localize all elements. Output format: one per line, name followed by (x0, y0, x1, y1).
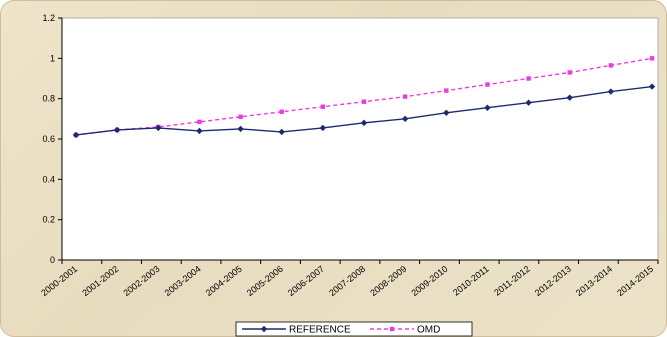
y-tick-label: 0.8 (42, 94, 55, 104)
y-tick-label: 0.6 (42, 134, 55, 144)
x-tick-label: 2006-2007 (286, 264, 326, 298)
x-tick-label: 2000-2001 (39, 264, 79, 298)
y-axis: 0 0.2 0.4 0.6 0.8 1 1.2 (42, 13, 63, 265)
data-point (607, 88, 615, 95)
data-point (361, 99, 367, 104)
x-tick-label: 2007-2008 (327, 264, 367, 298)
y-tick-label: 0.4 (42, 174, 55, 184)
data-point (567, 70, 572, 75)
data-point (526, 76, 531, 81)
data-point (566, 94, 573, 101)
x-tick-label: 2012-2013 (533, 264, 573, 298)
y-tick-label: 0.2 (42, 215, 55, 225)
legend-item-omd: OMD (370, 325, 440, 336)
data-point (444, 88, 449, 93)
legend-marker (260, 325, 268, 333)
legend-marker (389, 326, 395, 332)
data-point (649, 56, 655, 61)
data-point (197, 119, 202, 125)
x-tick-label: 2013-2014 (574, 264, 614, 298)
legend: REFERENCE OMD (235, 321, 473, 337)
x-tick-label: 2001-2002 (80, 264, 120, 298)
data-point (401, 115, 409, 123)
data-point (237, 125, 244, 133)
data-point (279, 109, 284, 114)
x-tick-label: 2009-2010 (409, 264, 449, 298)
legend-label: OMD (417, 325, 440, 336)
data-point (238, 114, 243, 120)
x-tick-label: 2008-2009 (368, 264, 408, 298)
y-tick-label: 0 (50, 255, 55, 265)
y-tick-label: 1.2 (42, 13, 55, 23)
x-tick-label: 2011-2012 (492, 264, 532, 298)
plot-area (61, 17, 659, 261)
x-tick-label: 2004-2005 (204, 264, 244, 298)
data-point (484, 104, 491, 111)
data-point (360, 119, 368, 127)
x-tick-label: 2003-2004 (163, 264, 203, 298)
x-tick-label: 2002-2003 (121, 264, 161, 298)
x-tick-label: 2014-2015 (615, 264, 655, 298)
data-point (72, 131, 80, 139)
data-point (278, 128, 285, 136)
data-point (608, 63, 614, 68)
y-tick-label: 1 (50, 53, 55, 63)
data-point (485, 82, 490, 87)
data-point (113, 126, 121, 134)
x-tick-label: 2005-2006 (245, 264, 285, 298)
data-point (155, 124, 162, 132)
x-tick-label: 2010-2011 (451, 264, 491, 298)
data-point (525, 99, 532, 106)
data-point (443, 109, 450, 116)
data-point (319, 124, 327, 132)
x-axis: 2000-2001 2001-2002 2002-2003 2003-2004 2004… (39, 259, 659, 298)
data-point (648, 83, 656, 90)
series-reference (72, 83, 656, 139)
data-point (402, 94, 408, 99)
data-point (320, 104, 326, 109)
legend-box (235, 321, 473, 337)
data-point (196, 127, 203, 135)
legend-label: REFERENCE (289, 325, 351, 336)
legend-item-reference: REFERENCE (242, 325, 351, 336)
series-layer (72, 56, 656, 139)
